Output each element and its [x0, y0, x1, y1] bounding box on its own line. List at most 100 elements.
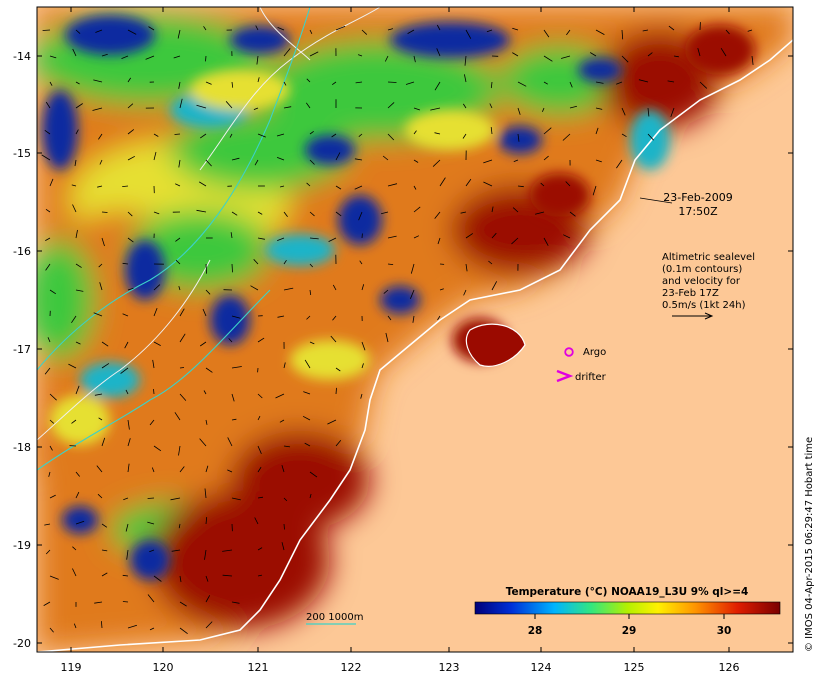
- velocity-arrow: [75, 341, 81, 345]
- velocity-arrow: [413, 206, 421, 213]
- velocity-arrow: [199, 341, 207, 347]
- velocity-arrow: [257, 133, 266, 138]
- velocity-arrow: [179, 333, 186, 343]
- velocity-arrow: [127, 129, 135, 135]
- velocity-arrow: [335, 185, 342, 190]
- velocity-arrow: [179, 98, 183, 109]
- velocity-arrow: [387, 81, 397, 83]
- velocity-arrow: [562, 133, 571, 141]
- velocity-arrow: [179, 393, 187, 401]
- velocity-arrow: [309, 263, 313, 268]
- velocity-arrow: [302, 415, 311, 421]
- velocity-arrow: [231, 157, 240, 161]
- velocity-arrow: [413, 185, 417, 190]
- velocity-arrow: [380, 211, 389, 215]
- velocity-arrow: [413, 235, 420, 239]
- velocity-arrow: [621, 29, 624, 40]
- velocity-arrow: [127, 438, 131, 447]
- velocity-arrow: [489, 103, 493, 109]
- velocity-arrow: [75, 289, 84, 292]
- velocity-arrow: [205, 289, 211, 295]
- velocity-arrow: [309, 341, 315, 345]
- velocity-arrow: [647, 52, 653, 57]
- velocity-arrow: [569, 81, 573, 88]
- velocity-arrow: [512, 27, 519, 31]
- velocity-arrow: [45, 101, 51, 109]
- velocity-arrow: [483, 181, 493, 187]
- velocity-arrow: [309, 130, 314, 135]
- velocity-arrow: [621, 133, 627, 138]
- velocity-arrow: [149, 549, 155, 553]
- velocity-arrow: [465, 263, 468, 272]
- velocity-arrow: [276, 133, 285, 137]
- velocity-arrow: [204, 488, 207, 499]
- altimetry-line-4: 23-Feb 17Z: [662, 288, 719, 299]
- velocity-arrow: [543, 55, 553, 62]
- velocity-arrow: [49, 627, 54, 633]
- velocity-arrow: [122, 601, 129, 603]
- velocity-arrow: [75, 229, 78, 239]
- time-label: 17:50Z: [678, 205, 718, 218]
- velocity-arrow: [387, 183, 398, 187]
- velocity-arrow: [147, 594, 155, 603]
- velocity-arrow: [99, 159, 103, 165]
- velocity-arrow: [647, 107, 650, 117]
- velocity-arrow: [153, 151, 157, 161]
- velocity-arrow: [638, 79, 649, 83]
- velocity-arrow: [145, 55, 155, 60]
- velocity-arrow: [283, 287, 294, 291]
- velocity-arrow: [512, 52, 519, 57]
- velocity-arrow: [436, 24, 441, 31]
- lat-tick-label: -17: [13, 343, 31, 356]
- velocity-arrow: [331, 81, 337, 86]
- velocity-arrow: [483, 159, 493, 164]
- velocity-arrow: [283, 523, 285, 530]
- velocity-arrow: [283, 106, 292, 109]
- velocity-arrow: [196, 104, 207, 109]
- velocity-arrow: [309, 289, 312, 296]
- velocity-arrow: [179, 466, 185, 473]
- velocity-arrow: [231, 393, 235, 402]
- velocity-arrow: [124, 341, 129, 349]
- velocity-arrow: [413, 107, 421, 111]
- velocity-arrow: [231, 211, 238, 216]
- colorbar: Temperature (°C) NOAA19_L3U 9% ql>=4 28 …: [474, 586, 781, 637]
- velocity-arrow: [127, 155, 135, 161]
- velocity-arrow: [205, 263, 207, 274]
- velocity-arrow: [71, 184, 77, 187]
- velocity-arrow: [253, 259, 259, 265]
- altimetry-legend: Altimetric sealevel (0.1m contours) and …: [662, 252, 755, 320]
- velocity-arrow: [511, 237, 519, 245]
- velocity-arrow: [75, 103, 83, 109]
- velocity-arrow: [534, 211, 545, 215]
- velocity-arrow: [543, 29, 550, 38]
- velocity-arrow: [178, 159, 181, 168]
- plot-frame: [36, 6, 794, 653]
- velocity-arrow: [335, 440, 342, 447]
- velocity-arrow: [250, 285, 259, 291]
- velocity-arrow: [96, 465, 103, 473]
- velocity-arrow: [75, 520, 85, 525]
- velocity-arrow: [126, 549, 129, 560]
- velocity-arrow: [257, 237, 265, 240]
- velocity-arrow: [49, 55, 57, 59]
- velocity-arrow: [595, 29, 605, 35]
- altimetry-line-1: Altimetric sealevel: [662, 252, 755, 263]
- lon-tick-label: 122: [341, 661, 362, 674]
- velocity-arrow: [277, 237, 285, 241]
- velocity-arrow: [434, 132, 441, 135]
- velocity-arrow: [616, 81, 623, 85]
- velocity-arrow: [720, 47, 727, 57]
- velocity-arrow: [405, 81, 415, 85]
- velocity-arrow: [275, 393, 285, 399]
- velocity-arrow: [387, 102, 395, 109]
- velocity-arrow: [151, 467, 155, 473]
- velocity-arrow: [387, 133, 395, 141]
- velocity-arrow: [95, 29, 103, 33]
- velocity-arrow: [101, 237, 105, 247]
- velocity-arrow: [383, 289, 389, 294]
- velocity-arrow: [725, 29, 730, 35]
- velocity-arrow: [101, 621, 103, 629]
- velocity-arrow: [410, 289, 415, 299]
- velocity-arrow: [361, 284, 365, 291]
